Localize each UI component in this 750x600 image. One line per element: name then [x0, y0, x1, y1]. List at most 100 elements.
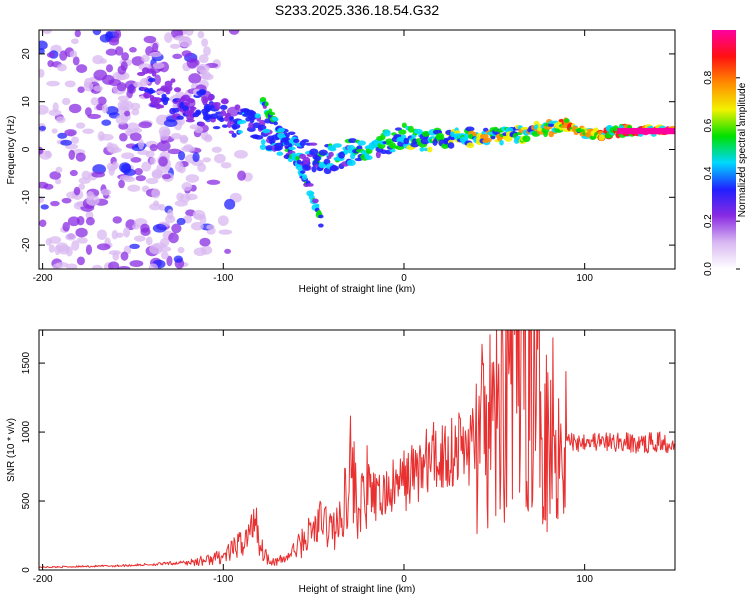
heatmap-cell	[111, 229, 118, 240]
heatmap-cell	[91, 171, 106, 178]
heatmap-cell	[190, 221, 204, 231]
heatmap-cell	[117, 95, 130, 102]
heatmap-cell	[46, 52, 55, 58]
heatmap-cell	[206, 179, 221, 185]
snr-x-tick-label: -100	[213, 574, 233, 585]
heatmap-cell	[149, 157, 156, 165]
chart-title: S233.2025.336.18.54.G32	[275, 2, 439, 18]
heatmap-cell	[436, 132, 445, 140]
heatmap-cell	[237, 170, 246, 181]
heatmap-cell	[195, 110, 201, 115]
snr-frame	[38, 329, 676, 571]
heatmap-cell	[141, 161, 152, 172]
heatmap-cell	[318, 223, 324, 228]
heatmap-cell	[156, 141, 171, 152]
heatmap-cell	[76, 64, 88, 73]
heatmap-cell	[259, 144, 267, 151]
heatmap-cell	[403, 137, 410, 145]
heatmap-cell	[543, 130, 548, 138]
heatmap-cell	[143, 35, 157, 44]
heatmap-cell	[309, 148, 319, 156]
heatmap-cell	[264, 101, 269, 107]
heatmap-cell	[338, 151, 346, 159]
heatmap-cell	[85, 244, 93, 255]
heatmap-cell	[111, 161, 119, 170]
snr-x-tick-label: 0	[401, 574, 407, 585]
spectrogram-x-tick-label: 0	[401, 273, 407, 284]
heatmap-cell	[46, 80, 60, 87]
heatmap-cell	[301, 174, 308, 181]
heatmap-cell	[134, 168, 143, 176]
heatmap-cell	[127, 184, 141, 192]
heatmap-cell	[229, 116, 234, 120]
heatmap-cell	[159, 237, 170, 247]
heatmap-cell	[158, 246, 172, 253]
heatmap-cell	[314, 154, 321, 162]
heatmap-cell	[273, 121, 278, 126]
heatmap-cell	[265, 145, 274, 151]
heatmap-cell	[74, 30, 81, 38]
heatmap-cell	[420, 137, 430, 145]
heatmap-cell	[296, 159, 302, 165]
heatmap-cell	[537, 127, 543, 132]
heatmap-cell	[65, 233, 77, 241]
heatmap-cell	[119, 175, 134, 181]
heatmap-cell	[134, 235, 146, 242]
heatmap-cell	[69, 169, 78, 177]
heatmap-cell	[135, 175, 146, 182]
heatmap-cell	[257, 124, 267, 131]
colorbar-label: Normalized spectral amplitude	[737, 82, 748, 217]
heatmap-cell	[168, 232, 179, 244]
heatmap-cell	[401, 122, 407, 129]
heatmap-cell	[148, 263, 159, 269]
heatmap-cell	[225, 112, 231, 117]
heatmap-cell	[112, 216, 122, 224]
heatmap-cell	[67, 216, 80, 227]
heatmap-cell	[106, 142, 114, 153]
heatmap-cell	[101, 103, 109, 114]
heatmap-cell	[138, 121, 152, 129]
heatmap-cell	[71, 240, 80, 251]
heatmap-cell	[149, 144, 158, 152]
heatmap-cell	[124, 110, 131, 117]
heatmap-cell	[175, 161, 184, 173]
heatmap-cell	[48, 244, 55, 253]
heatmap-cell	[129, 132, 142, 142]
heatmap-cell	[71, 136, 80, 144]
heatmap-cell	[108, 165, 115, 176]
heatmap-cell	[197, 30, 205, 39]
heatmap-cell	[389, 148, 396, 153]
heatmap-cell	[93, 69, 108, 81]
heatmap-cell	[184, 30, 194, 36]
heatmap-cell	[288, 146, 296, 151]
heatmap-cell	[160, 251, 169, 260]
heatmap-cell	[197, 163, 207, 173]
heatmap-cell	[441, 143, 450, 150]
heatmap-cell	[300, 170, 306, 174]
heatmap-cell	[179, 134, 189, 144]
heatmap-cell	[48, 109, 62, 117]
heatmap-cell	[130, 102, 141, 111]
spectrogram-y-tick-label: -10	[21, 190, 32, 205]
heatmap-cell	[99, 133, 114, 141]
colorbar-tick-label: 0.2	[703, 214, 714, 228]
heatmap-cell	[365, 155, 373, 161]
heatmap-cell	[192, 152, 200, 163]
heatmap-cell	[490, 135, 496, 140]
heatmap-cell	[329, 165, 339, 172]
heatmap-cell	[259, 119, 266, 127]
heatmap-cell	[167, 209, 174, 220]
heatmap-cell	[190, 105, 195, 113]
heatmap-cell	[198, 121, 206, 127]
heatmap-cell	[54, 178, 62, 185]
heatmap-cell	[346, 159, 356, 167]
heatmap-cell	[115, 114, 129, 125]
heatmap-cell	[200, 73, 214, 81]
heatmap-cell	[421, 130, 431, 137]
spectrogram-y-tick-label: 10	[21, 96, 32, 108]
heatmap-cell	[163, 119, 178, 127]
heatmap-cell	[199, 237, 211, 247]
heatmap-cell	[108, 78, 121, 86]
heatmap-cell	[78, 177, 91, 184]
